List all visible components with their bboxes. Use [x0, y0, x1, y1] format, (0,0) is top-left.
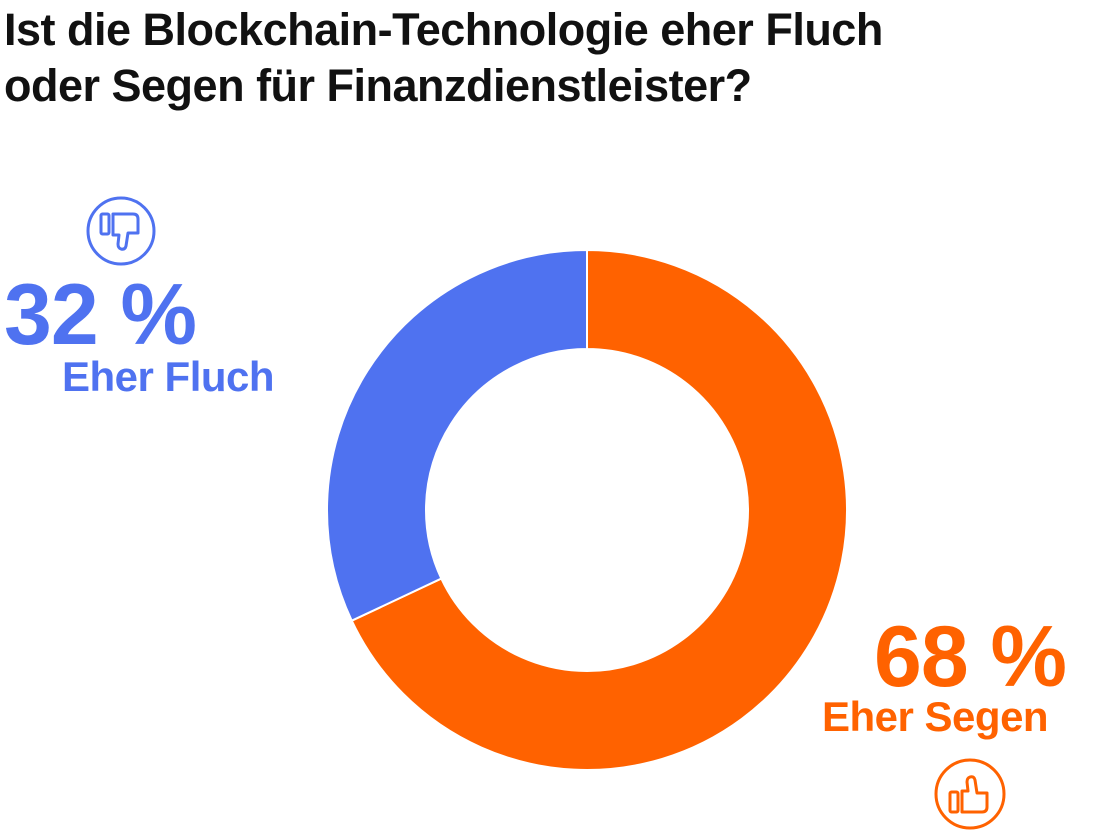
chart-title-line-2: oder Segen für Finanzdienstleister?	[4, 60, 752, 111]
fluch-category-label: Eher Fluch	[62, 353, 275, 400]
segen-category-label: Eher Segen	[822, 693, 1049, 740]
fluch-percent-label: 32 %	[4, 267, 197, 363]
chart-title: Ist die Blockchain-Technologie eher Fluc…	[4, 2, 1094, 114]
thumbs-down-icon	[86, 196, 156, 266]
thumbs-up-icon	[934, 758, 1006, 830]
donut-slice-eher-fluch	[326, 248, 588, 623]
chart-title-line-1: Ist die Blockchain-Technologie eher Fluc…	[4, 4, 883, 55]
donut-slice-eher-segen	[350, 248, 848, 771]
segen-percent-label: 68 %	[874, 609, 1067, 705]
